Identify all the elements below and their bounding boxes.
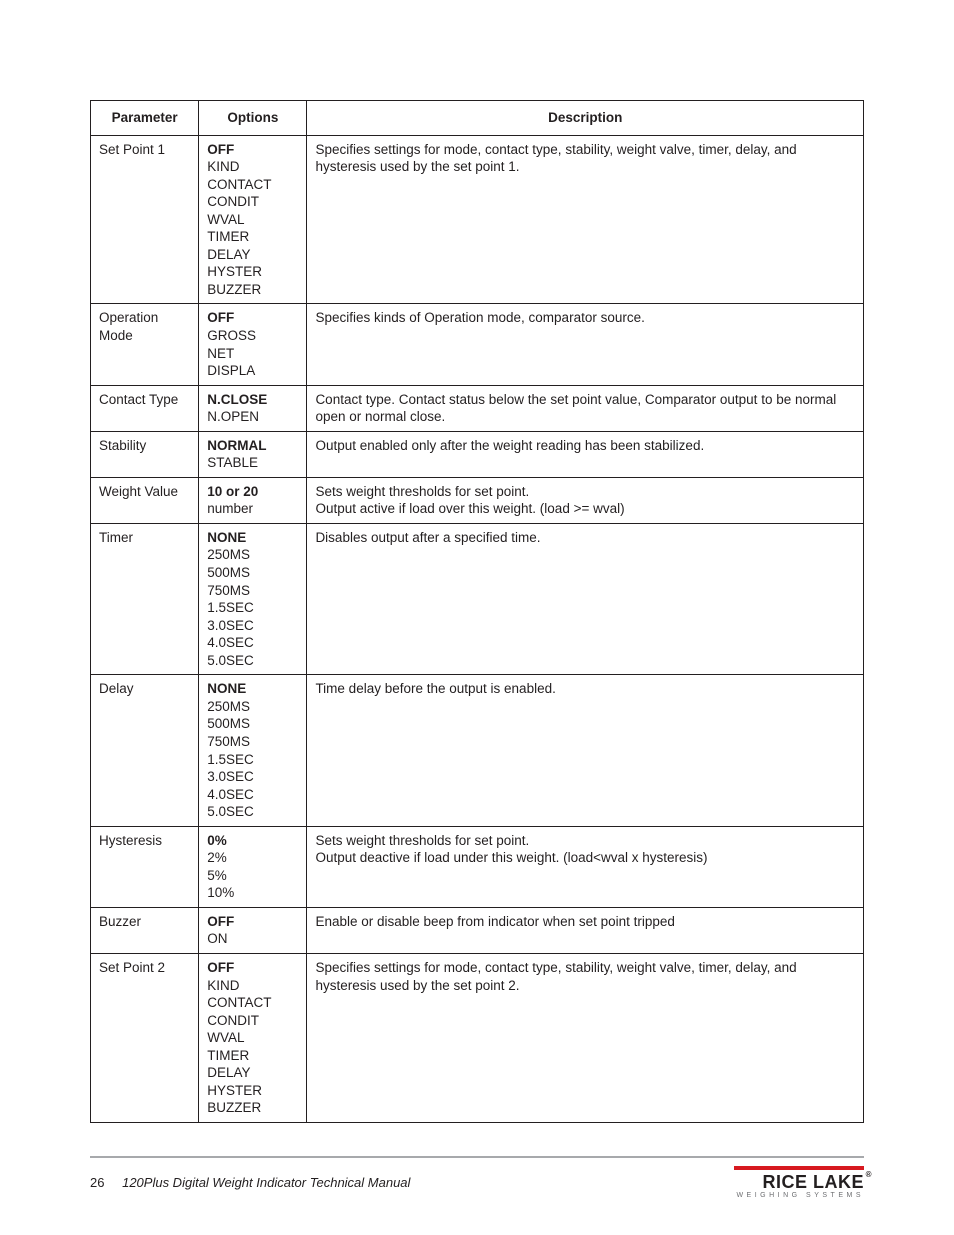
header-description: Description (307, 101, 864, 136)
page-footer: 26 120Plus Digital Weight Indicator Tech… (90, 1156, 864, 1199)
table-row: DelayNONE250MS500MS750MS1.5SEC3.0SEC4.0S… (91, 675, 864, 826)
cell-options: 10 or 20number (199, 477, 307, 523)
cell-options: OFFKINDCONTACTCONDITWVALTIMERDELAYHYSTER… (199, 953, 307, 1122)
table-row: Operation ModeOFFGROSSNETDISPLASpecifies… (91, 304, 864, 385)
cell-description: Sets weight thresholds for set point.Out… (307, 826, 864, 907)
cell-parameter: Hysteresis (91, 826, 199, 907)
cell-parameter: Timer (91, 523, 199, 674)
table-row: Contact TypeN.CLOSEN.OPENContact type. C… (91, 385, 864, 431)
page-number: 26 (90, 1175, 104, 1190)
cell-parameter: Contact Type (91, 385, 199, 431)
cell-parameter: Delay (91, 675, 199, 826)
manual-title: 120Plus Digital Weight Indicator Technic… (122, 1175, 410, 1190)
cell-parameter: Buzzer (91, 907, 199, 953)
table-row: TimerNONE250MS500MS750MS1.5SEC3.0SEC4.0S… (91, 523, 864, 674)
cell-options: OFFGROSSNETDISPLA (199, 304, 307, 385)
logo-name: RICE LAKE® (762, 1172, 864, 1193)
cell-description: Sets weight thresholds for set point.Out… (307, 477, 864, 523)
cell-description: Specifies settings for mode, contact typ… (307, 135, 864, 304)
logo-accent-bar (734, 1166, 864, 1170)
cell-description: Output enabled only after the weight rea… (307, 431, 864, 477)
cell-parameter: Set Point 2 (91, 953, 199, 1122)
cell-options: N.CLOSEN.OPEN (199, 385, 307, 431)
cell-options: OFFKINDCONTACTCONDITWVALTIMERDELAYHYSTER… (199, 135, 307, 304)
header-options: Options (199, 101, 307, 136)
footer-left: 26 120Plus Digital Weight Indicator Tech… (90, 1175, 410, 1190)
table-row: Set Point 1OFFKINDCONTACTCONDITWVALTIMER… (91, 135, 864, 304)
cell-description: Enable or disable beep from indicator wh… (307, 907, 864, 953)
parameter-table: Parameter Options Description Set Point … (90, 100, 864, 1123)
cell-description: Specifies kinds of Operation mode, compa… (307, 304, 864, 385)
table-row: Set Point 2OFFKINDCONTACTCONDITWVALTIMER… (91, 953, 864, 1122)
table-row: Weight Value10 or 20numberSets weight th… (91, 477, 864, 523)
table-header-row: Parameter Options Description (91, 101, 864, 136)
brand-logo: RICE LAKE® WEIGHING SYSTEMS (734, 1166, 864, 1199)
cell-description: Contact type. Contact status below the s… (307, 385, 864, 431)
cell-options: NONE250MS500MS750MS1.5SEC3.0SEC4.0SEC5.0… (199, 675, 307, 826)
logo-subtitle: WEIGHING SYSTEMS (734, 1192, 864, 1199)
table-row: Hysteresis0%2%5%10%Sets weight threshold… (91, 826, 864, 907)
cell-parameter: Set Point 1 (91, 135, 199, 304)
cell-description: Disables output after a specified time. (307, 523, 864, 674)
cell-parameter: Stability (91, 431, 199, 477)
cell-options: OFFON (199, 907, 307, 953)
cell-description: Time delay before the output is enabled. (307, 675, 864, 826)
cell-options: 0%2%5%10% (199, 826, 307, 907)
table-row: StabilityNORMALSTABLEOutput enabled only… (91, 431, 864, 477)
cell-options: NONE250MS500MS750MS1.5SEC3.0SEC4.0SEC5.0… (199, 523, 307, 674)
header-parameter: Parameter (91, 101, 199, 136)
cell-options: NORMALSTABLE (199, 431, 307, 477)
table-row: BuzzerOFFONEnable or disable beep from i… (91, 907, 864, 953)
registered-icon: ® (866, 1170, 872, 1179)
cell-description: Specifies settings for mode, contact typ… (307, 953, 864, 1122)
cell-parameter: Weight Value (91, 477, 199, 523)
cell-parameter: Operation Mode (91, 304, 199, 385)
